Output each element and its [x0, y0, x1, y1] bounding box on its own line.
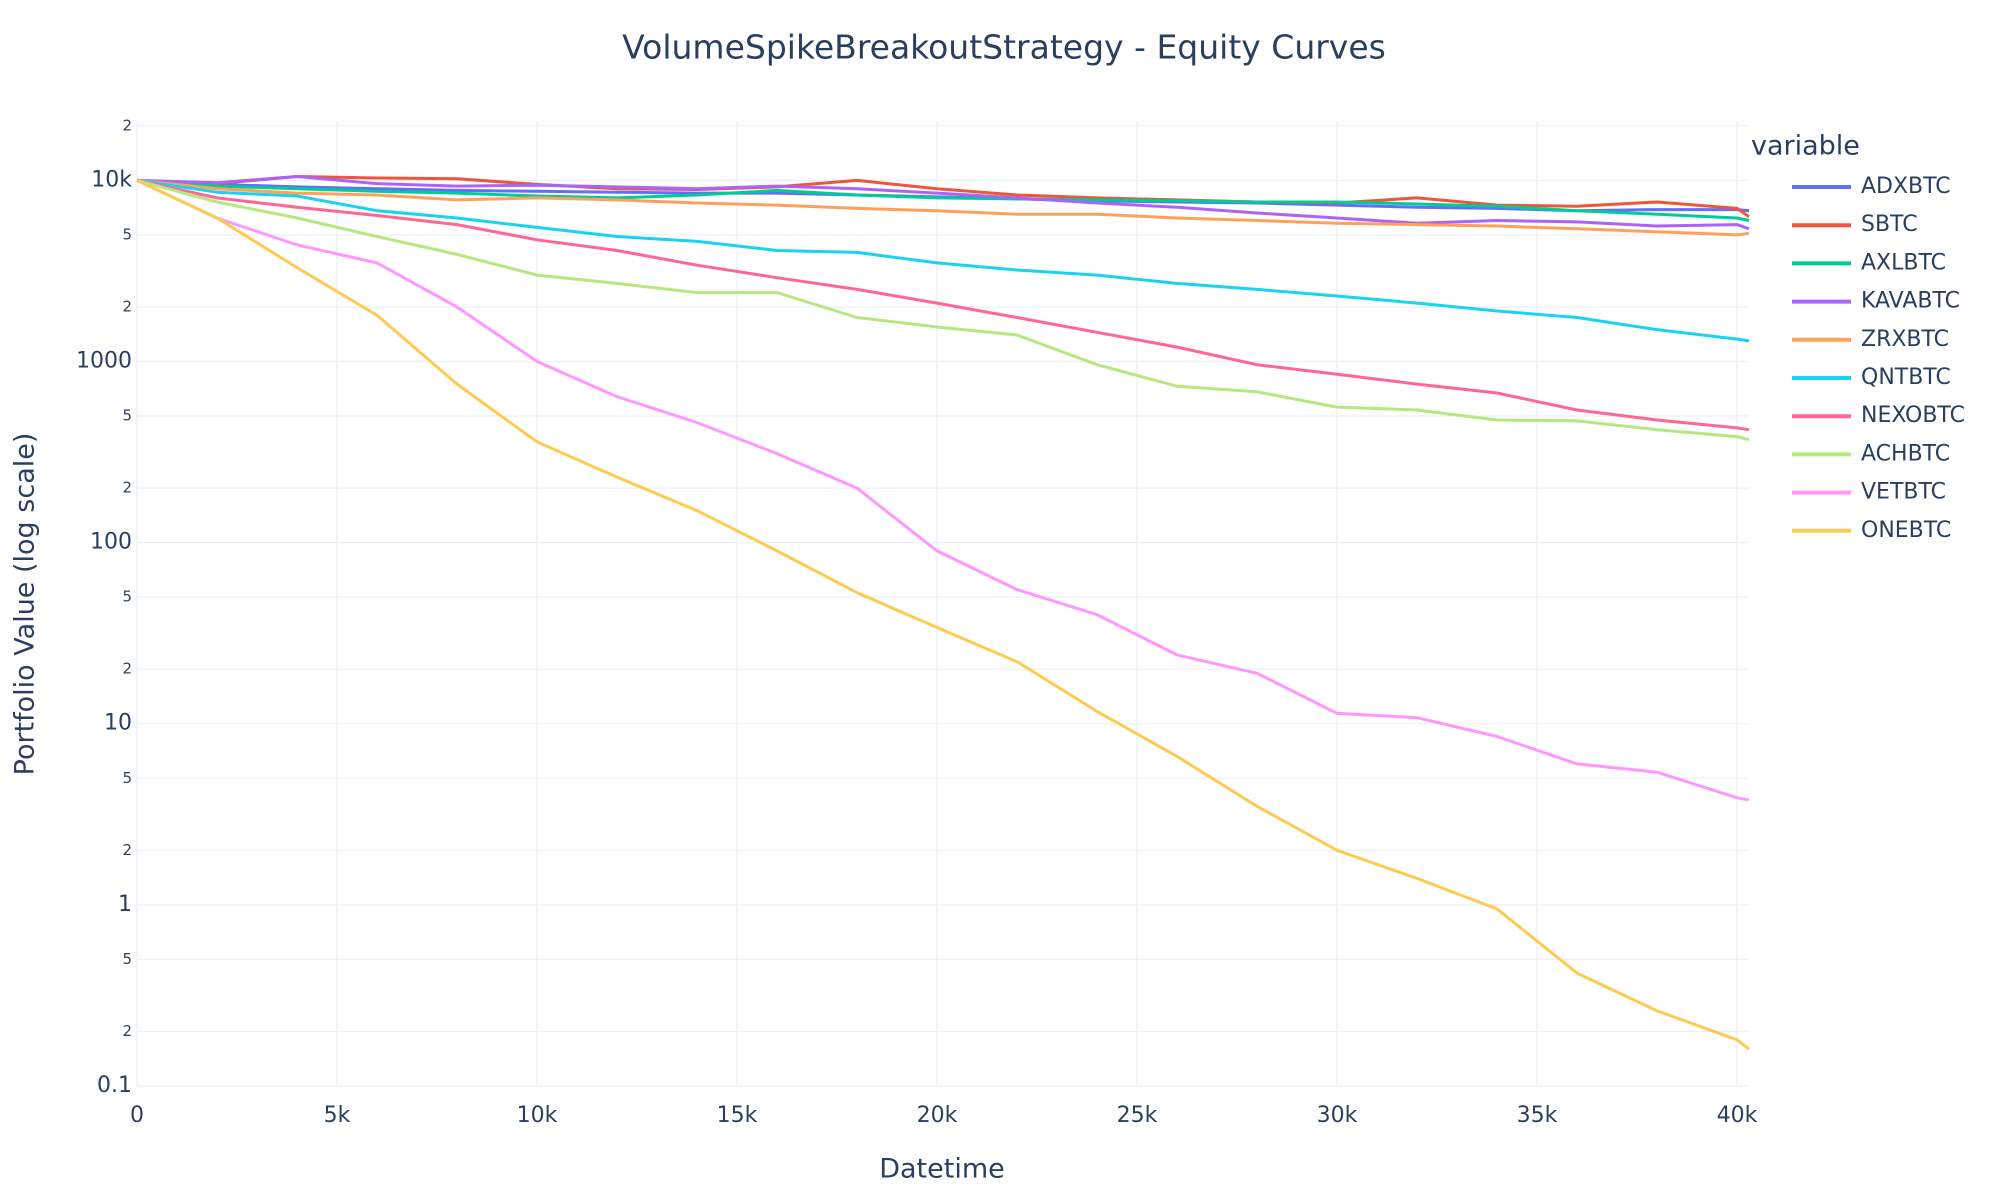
- y-tick-label: 10k: [91, 167, 132, 192]
- y-tick-label: 5: [122, 225, 132, 243]
- x-tick-label: 5k: [324, 1103, 351, 1128]
- y-tick-label: 10: [104, 711, 132, 736]
- x-tick-label: 15k: [717, 1103, 758, 1128]
- legend-label: AXLBTC: [1861, 250, 1946, 275]
- y-axis-title: Portfolio Value (log scale): [10, 433, 41, 776]
- legend-label: SBTC: [1861, 212, 1918, 237]
- series-line: [136, 175, 1750, 218]
- x-axis-title: Datetime: [879, 1154, 1005, 1185]
- series-line: [136, 178, 1750, 237]
- series-line: [136, 179, 1750, 1051]
- series-line: [136, 179, 1750, 802]
- y-tick-label: 2: [122, 841, 132, 859]
- y-tick-label: 1: [118, 892, 132, 917]
- series-line: [136, 178, 1750, 442]
- legend-label: ONEBTC: [1861, 518, 1951, 543]
- series-line: [136, 178, 1750, 222]
- x-tick-label: 10k: [517, 1103, 558, 1128]
- x-tick-label: 30k: [1317, 1103, 1358, 1128]
- y-tick-label: 2: [122, 660, 132, 678]
- x-tick-label: 35k: [1517, 1103, 1558, 1128]
- legend-label: QNTBTC: [1861, 365, 1951, 390]
- y-tick-label: 2: [122, 116, 132, 134]
- x-tick-label: 20k: [917, 1103, 958, 1128]
- series-line: [136, 178, 1750, 432]
- y-tick-label: 5: [122, 769, 132, 787]
- y-tick-label: 5: [122, 950, 132, 968]
- legend-label: ADXBTC: [1861, 174, 1951, 199]
- y-tick-label: 5: [122, 588, 132, 606]
- x-tick-label: 0: [130, 1103, 144, 1128]
- series-line: [136, 178, 1750, 343]
- y-tick-label: 2: [122, 1022, 132, 1040]
- legend-label: KAVABTC: [1861, 289, 1960, 314]
- x-tick-label: 25k: [1117, 1103, 1158, 1128]
- legend-label: ZRXBTC: [1861, 327, 1949, 352]
- legend-label: VETBTC: [1861, 480, 1946, 505]
- y-tick-label: 2: [122, 479, 132, 497]
- series-line: [136, 175, 1750, 231]
- y-tick-label: 2: [122, 297, 132, 315]
- y-tick-label: 100: [90, 530, 132, 555]
- legend-label: NEXOBTC: [1861, 403, 1965, 428]
- y-tick-label: 5: [122, 407, 132, 425]
- y-tick-label: 0.1: [97, 1073, 132, 1098]
- x-tick-label: 40k: [1717, 1103, 1758, 1128]
- legend-label: ACHBTC: [1861, 441, 1950, 466]
- chart-title: VolumeSpikeBreakoutStrategy - Equity Cur…: [622, 28, 1386, 67]
- y-tick-label: 1000: [76, 348, 132, 373]
- legend-title: variable: [1751, 131, 1860, 162]
